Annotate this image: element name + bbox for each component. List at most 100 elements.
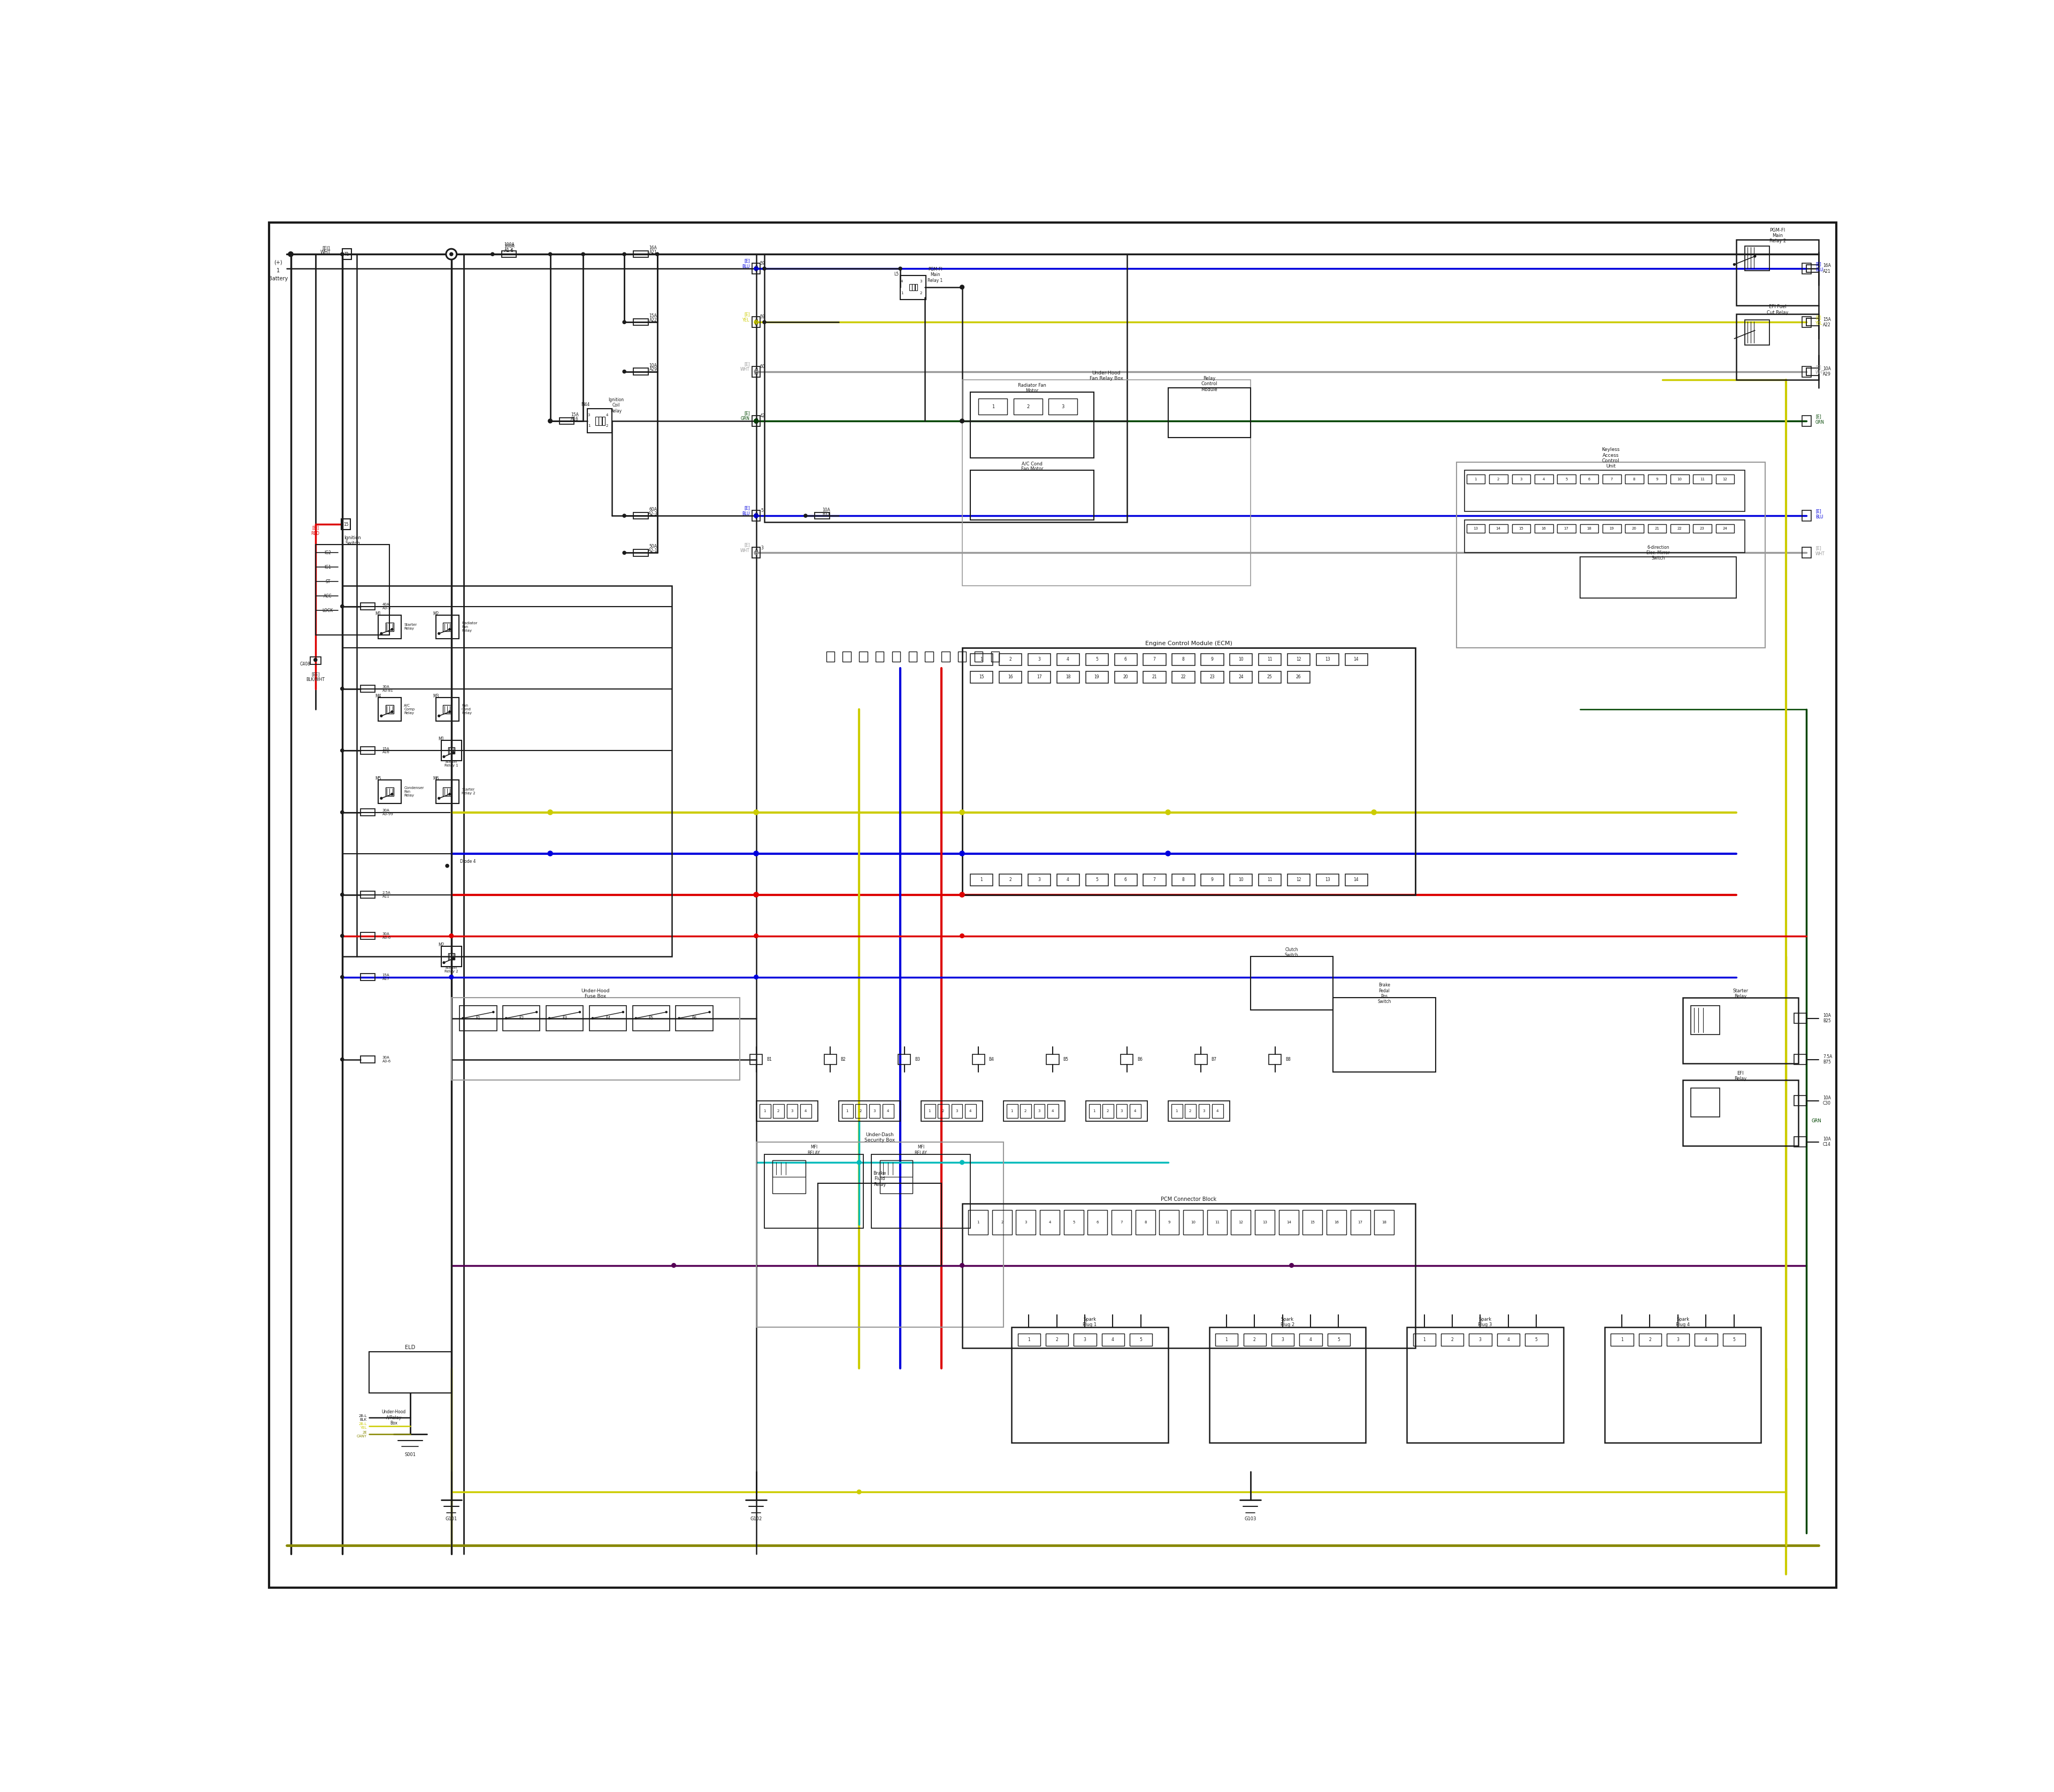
Circle shape xyxy=(622,253,626,256)
Bar xyxy=(750,1054,762,1064)
Text: 1: 1 xyxy=(1175,1109,1177,1113)
Text: PGM-FI
Main
Relay 1: PGM-FI Main Relay 1 xyxy=(928,267,943,283)
Bar xyxy=(916,283,918,290)
Bar xyxy=(386,706,394,713)
Text: 4: 4 xyxy=(1543,477,1545,480)
Bar xyxy=(1045,1333,1068,1346)
Circle shape xyxy=(754,514,758,518)
Text: ELD: ELD xyxy=(405,1346,415,1351)
Bar xyxy=(1288,654,1310,665)
Bar xyxy=(1216,1333,1239,1346)
Text: 40A
A3-3: 40A A3-3 xyxy=(382,602,390,609)
Bar xyxy=(752,366,760,376)
Bar xyxy=(756,1100,817,1122)
Bar xyxy=(1230,672,1253,683)
Text: 5: 5 xyxy=(1734,1337,1736,1342)
Bar xyxy=(1801,263,1812,274)
Circle shape xyxy=(622,552,626,554)
Text: 2: 2 xyxy=(920,292,922,294)
Circle shape xyxy=(380,715,382,717)
Text: 5: 5 xyxy=(1095,878,1099,882)
Circle shape xyxy=(390,794,392,796)
Text: 1: 1 xyxy=(1093,1109,1095,1113)
Text: T1: T1 xyxy=(345,251,349,256)
Text: 1: 1 xyxy=(992,405,994,409)
Circle shape xyxy=(450,975,454,978)
Text: 7: 7 xyxy=(1152,658,1156,661)
Text: 5: 5 xyxy=(1095,658,1099,661)
Bar xyxy=(343,586,672,957)
Text: F2: F2 xyxy=(520,1016,524,1021)
Bar xyxy=(1101,1333,1124,1346)
Bar xyxy=(362,973,374,980)
Text: F3: F3 xyxy=(563,1016,567,1021)
Text: 2.5A
A11: 2.5A A11 xyxy=(382,891,390,898)
Bar xyxy=(1580,523,1598,532)
Text: 12: 12 xyxy=(1296,878,1300,882)
Text: D
2: D 2 xyxy=(754,513,758,520)
Text: 4: 4 xyxy=(1308,1337,1313,1342)
Circle shape xyxy=(341,604,343,607)
Text: 7: 7 xyxy=(1152,878,1156,882)
Circle shape xyxy=(754,419,758,423)
Text: [E]
WHT: [E] WHT xyxy=(1816,366,1826,375)
Bar xyxy=(1524,1333,1549,1346)
Text: G102: G102 xyxy=(750,1516,762,1521)
Bar xyxy=(1534,475,1553,484)
Bar xyxy=(1512,523,1530,532)
Circle shape xyxy=(341,892,343,896)
Circle shape xyxy=(452,957,454,959)
Text: Starter
Relay 1: Starter Relay 1 xyxy=(444,760,458,767)
Text: Spark
Plug 3: Spark Plug 3 xyxy=(1479,1317,1491,1328)
Text: 15: 15 xyxy=(343,521,349,527)
Text: 5: 5 xyxy=(1140,1337,1142,1342)
Bar xyxy=(1715,523,1734,532)
Text: A1-6: A1-6 xyxy=(505,249,514,253)
Text: 30A
A3-6: 30A A3-6 xyxy=(382,1055,390,1063)
Bar xyxy=(1033,1104,1045,1118)
Circle shape xyxy=(754,975,758,978)
Text: GRN: GRN xyxy=(1812,1118,1822,1124)
Text: M44: M44 xyxy=(581,401,589,407)
Text: 4: 4 xyxy=(1066,878,1070,882)
Text: 16A
A21: 16A A21 xyxy=(1822,263,1830,274)
Circle shape xyxy=(959,419,963,423)
Text: [E]
GRN: [E] GRN xyxy=(1816,414,1824,425)
Circle shape xyxy=(341,1057,343,1061)
Bar xyxy=(1736,240,1818,306)
Text: M2: M2 xyxy=(438,943,444,948)
Text: 1: 1 xyxy=(846,1109,848,1113)
Bar xyxy=(1013,398,1041,414)
Circle shape xyxy=(1372,810,1376,815)
Bar xyxy=(1692,475,1711,484)
Bar xyxy=(939,1104,949,1118)
Circle shape xyxy=(857,1161,861,1165)
Text: 59: 59 xyxy=(760,262,764,265)
Bar xyxy=(1647,523,1666,532)
Circle shape xyxy=(672,1263,676,1267)
Text: Radiator
Fan
Relay: Radiator Fan Relay xyxy=(462,622,477,633)
Text: 16A: 16A xyxy=(649,246,657,251)
Text: 4: 4 xyxy=(1216,1109,1218,1113)
Circle shape xyxy=(762,267,766,271)
Text: 1: 1 xyxy=(978,1220,980,1224)
Text: 13: 13 xyxy=(1263,1220,1267,1224)
Circle shape xyxy=(762,321,766,324)
Bar xyxy=(961,380,1251,586)
Text: Ignition
Coil
Relay: Ignition Coil Relay xyxy=(608,398,624,414)
Text: 1: 1 xyxy=(980,658,982,661)
Text: D
1: D 1 xyxy=(754,550,758,556)
Bar xyxy=(370,1351,452,1392)
Bar xyxy=(1064,1210,1085,1235)
Text: 2: 2 xyxy=(1027,405,1029,409)
Bar xyxy=(633,550,649,556)
Bar xyxy=(1169,389,1251,437)
Circle shape xyxy=(444,756,446,758)
Bar xyxy=(961,647,1415,894)
Bar xyxy=(1021,1104,1031,1118)
Bar xyxy=(752,317,760,328)
Text: 18: 18 xyxy=(1066,676,1070,679)
Bar xyxy=(378,780,401,803)
Text: 10: 10 xyxy=(1678,477,1682,480)
Bar xyxy=(842,1104,852,1118)
